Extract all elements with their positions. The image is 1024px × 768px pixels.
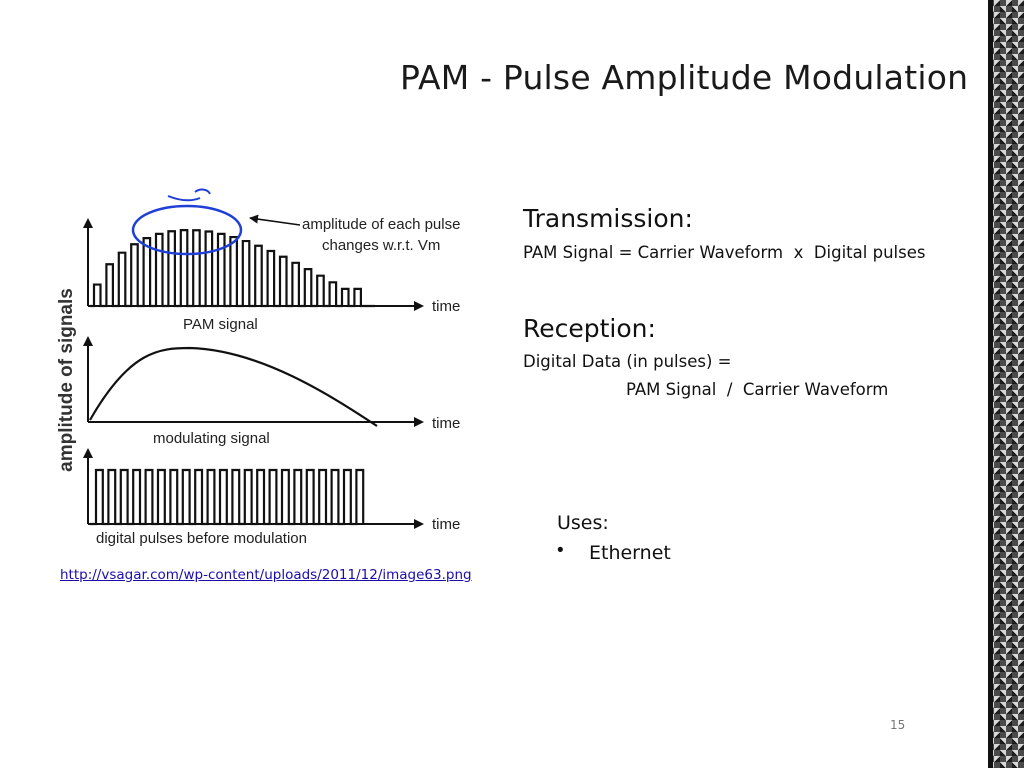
pam-caption: PAM signal <box>183 316 258 333</box>
reception-line-2: PAM Signal / Carrier Waveform <box>626 380 889 399</box>
decorative-border <box>988 0 1024 768</box>
modulating-signal-panel: time modulating signal <box>83 336 460 447</box>
bullet-icon: • <box>557 540 564 561</box>
uses-item: Ethernet <box>589 542 671 564</box>
slide-title: PAM - Pulse Amplitude Modulation <box>400 58 969 97</box>
uses-heading: Uses: <box>557 512 609 534</box>
source-link[interactable]: http://vsagar.com/wp-content/uploads/201… <box>60 567 472 583</box>
digital-pulses-panel: time digital pulses before modulation <box>83 448 460 547</box>
highlight-circle <box>131 204 243 256</box>
page-number: 15 <box>890 718 906 732</box>
digital-pulse-train <box>90 468 365 526</box>
modulating-waveform <box>89 346 378 427</box>
reception-heading: Reception: <box>523 314 656 343</box>
pam-signal-panel: time PAM signal <box>83 218 460 333</box>
pam-diagram: amplitude of signals time PAM signal amp… <box>56 188 460 547</box>
transmission-formula: PAM Signal = Carrier Waveform x Digital … <box>523 243 926 262</box>
reception-line-1: Digital Data (in pulses) = <box>523 352 732 371</box>
pam-pulse-train <box>90 228 375 308</box>
annotation-line-1: amplitude of each pulse <box>302 216 460 233</box>
mod-caption: modulating signal <box>153 430 270 447</box>
transmission-heading: Transmission: <box>523 204 693 233</box>
annotation-line-2: changes w.r.t. Vm <box>322 237 440 254</box>
pen-scribble <box>167 188 211 202</box>
digital-caption: digital pulses before modulation <box>96 530 307 547</box>
mod-time-label: time <box>432 415 460 432</box>
y-axis-label: amplitude of signals <box>56 288 77 472</box>
annotation-arrow <box>249 214 301 226</box>
pam-time-label: time <box>432 298 460 315</box>
digital-time-label: time <box>432 516 460 533</box>
